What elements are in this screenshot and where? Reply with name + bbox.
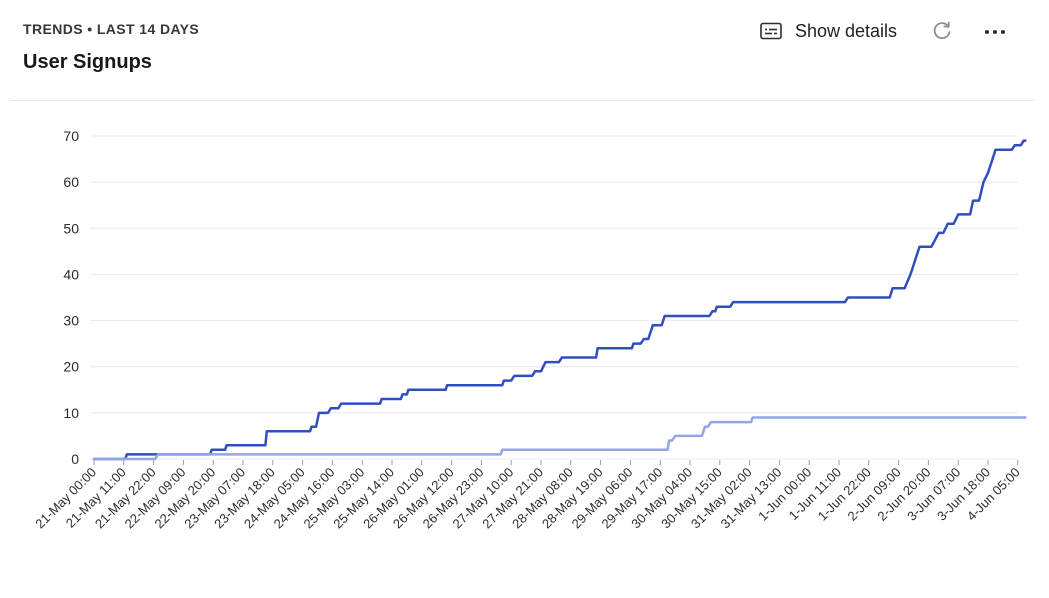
y-tick-label: 10 bbox=[63, 405, 79, 421]
chart-kicker: TRENDS • LAST 14 DAYS bbox=[23, 21, 200, 37]
subtitles-icon bbox=[760, 22, 782, 40]
chart-title: User Signups bbox=[23, 51, 152, 73]
y-tick-label: 60 bbox=[63, 174, 79, 190]
y-tick-label: 30 bbox=[63, 313, 79, 329]
chart-header: TRENDS • LAST 14 DAYS User Signups Show … bbox=[0, 0, 1049, 100]
show-details-label: Show details bbox=[795, 20, 898, 41]
y-tick-label: 0 bbox=[71, 451, 79, 467]
series-line-1 bbox=[92, 139, 1027, 461]
y-tick-label: 50 bbox=[63, 220, 79, 236]
y-axis-ticks: 0 10 20 30 40 50 60 70 bbox=[63, 128, 79, 467]
show-details-button[interactable]: Show details bbox=[760, 16, 897, 46]
more-horizontal-icon[interactable] bbox=[980, 20, 1010, 42]
chart-series bbox=[92, 139, 1027, 461]
chart-actions: Show details bbox=[0, 16, 1049, 46]
y-tick-label: 20 bbox=[63, 359, 79, 375]
refresh-icon[interactable] bbox=[931, 20, 953, 42]
y-tick-label: 70 bbox=[63, 128, 79, 144]
series-line-2 bbox=[92, 416, 1027, 461]
chart-gridlines bbox=[90, 135, 1018, 460]
y-tick-label: 40 bbox=[63, 266, 79, 282]
header-divider bbox=[10, 100, 1034, 101]
